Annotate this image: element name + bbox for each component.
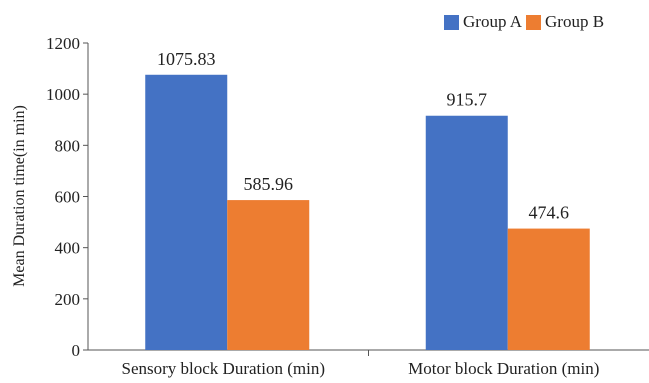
x-ticks: Sensory block Duration (min) Motor block …: [122, 350, 599, 378]
y-tick-label: 600: [55, 188, 81, 207]
legend-label-group-b: Group B: [545, 12, 605, 31]
legend: Group A Group B: [444, 12, 608, 32]
y-ticks: 0 200 400 600 800 1000 1200: [46, 34, 88, 360]
data-label: 474.6: [529, 203, 570, 223]
bar-group-a-0: [145, 74, 228, 351]
y-tick-label: 0: [72, 341, 81, 360]
bar-group-a-1: [425, 115, 508, 350]
x-category-label: Sensory block Duration (min): [122, 359, 326, 378]
bars: [145, 74, 590, 351]
legend-swatch-group-a: [444, 14, 459, 30]
bar-labels: 1075.83 585.96 915.7 474.6: [157, 49, 569, 223]
legend-item-group-b: Group B: [526, 12, 604, 32]
y-tick-label: 1000: [46, 85, 80, 104]
y-tick-label: 200: [55, 290, 81, 309]
data-label: 915.7: [447, 90, 488, 110]
y-tick-label: 1200: [46, 34, 80, 53]
y-tick-label: 800: [55, 136, 81, 155]
bar-group-b-1: [507, 228, 590, 350]
legend-item-group-a: Group A: [444, 12, 522, 32]
legend-swatch-group-b: [526, 14, 542, 30]
data-label: 585.96: [244, 174, 294, 194]
bar-group-b-0: [227, 200, 310, 350]
y-axis-label: Mean Duration time(in min): [11, 105, 28, 287]
x-category-label: Motor block Duration (min): [408, 359, 599, 378]
y-tick-label: 400: [55, 239, 81, 258]
data-label: 1075.83: [157, 49, 216, 69]
legend-label-group-a: Group A: [463, 12, 523, 31]
